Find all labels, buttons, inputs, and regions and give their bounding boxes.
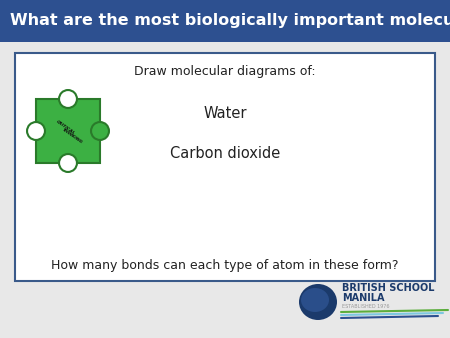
Text: Water: Water [203, 105, 247, 121]
Text: Draw molecular diagrams of:: Draw molecular diagrams of: [134, 65, 316, 77]
Text: BRITISH SCHOOL: BRITISH SCHOOL [342, 283, 435, 293]
Bar [15, 53, 435, 281]
Circle shape [27, 122, 45, 140]
Text: What are the most biologically important molecules?: What are the most biologically important… [10, 14, 450, 28]
Text: CRITICAL: CRITICAL [56, 120, 76, 136]
Text: How many bonds can each type of atom in these form?: How many bonds can each type of atom in … [51, 260, 399, 272]
Circle shape [59, 90, 77, 108]
Bar [36, 99, 100, 163]
Bar [0, 0, 450, 42]
Text: THINKING: THINKING [61, 127, 83, 145]
Text: MANILA: MANILA [342, 293, 384, 303]
Circle shape [91, 122, 109, 140]
Text: ESTABLISHED 1976: ESTABLISHED 1976 [342, 305, 390, 310]
Circle shape [59, 154, 77, 172]
Ellipse shape [299, 284, 337, 320]
Text: Carbon dioxide: Carbon dioxide [170, 145, 280, 161]
Ellipse shape [301, 288, 329, 312]
